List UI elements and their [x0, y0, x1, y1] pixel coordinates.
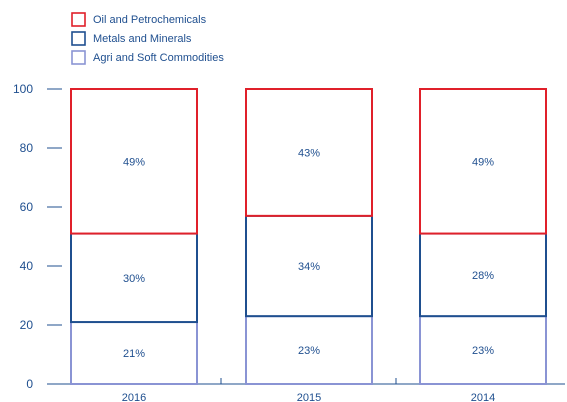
data-label-agri-and-soft-commodities-2015: 23%: [298, 345, 320, 357]
legend: Oil and Petrochemicals Metals and Mineral…: [71, 12, 224, 65]
data-label-metals-and-minerals-2014: 28%: [472, 270, 494, 282]
bar-segment-oil-and-petrochemicals-2016: [70, 88, 198, 235]
y-tick-label-100: 100: [13, 82, 33, 96]
legend-label-agri-and-soft-commodities: Agri and Soft Commodities: [93, 52, 224, 64]
legend-label-metals-and-minerals: Metals and Minerals: [93, 33, 192, 45]
bar-segment-oil-and-petrochemicals-2014: [419, 88, 547, 235]
y-tick-label-20: 20: [20, 318, 34, 332]
bar-segment-agri-and-soft-commodities-2015: [245, 315, 373, 385]
legend-label-oil-and-petrochemicals: Oil and Petrochemicals: [93, 14, 207, 26]
data-label-agri-and-soft-commodities-2014: 23%: [472, 345, 494, 357]
data-label-oil-and-petrochemicals-2016: 49%: [123, 156, 145, 168]
x-category-label-2015: 2015: [297, 392, 321, 402]
legend-item-oil-and-petrochemicals: Oil and Petrochemicals: [71, 12, 207, 27]
y-tick-label-40: 40: [20, 259, 34, 273]
y-tick-label-60: 60: [20, 200, 34, 214]
bar-segment-metals-and-minerals-2016: [70, 232, 198, 324]
legend-item-agri-and-soft-commodities: Agri and Soft Commodities: [71, 50, 224, 65]
bar-stack-2015: 23% 34% 43%: [245, 88, 373, 385]
data-label-oil-and-petrochemicals-2014: 49%: [472, 156, 494, 168]
bar-segment-agri-and-soft-commodities-2016: [70, 321, 198, 385]
legend-swatch-agri-and-soft-commodities: [71, 50, 86, 65]
bar-segment-oil-and-petrochemicals-2015: [245, 88, 373, 217]
data-label-metals-and-minerals-2015: 34%: [298, 261, 320, 273]
bar-stack-2014: 23% 28% 49%: [419, 88, 547, 385]
data-label-agri-and-soft-commodities-2016: 21%: [123, 348, 145, 360]
legend-swatch-oil-and-petrochemicals: [71, 12, 86, 27]
y-tick-label-0: 0: [26, 377, 33, 391]
bar-segment-metals-and-minerals-2015: [245, 214, 373, 318]
x-category-label-2016: 2016: [122, 392, 146, 402]
data-label-metals-and-minerals-2016: 30%: [123, 273, 145, 285]
data-label-oil-and-petrochemicals-2015: 43%: [298, 147, 320, 159]
x-category-label-2014: 2014: [471, 392, 495, 402]
legend-swatch-metals-and-minerals: [71, 31, 86, 46]
bar-stack-2016: 21% 30% 49%: [70, 88, 198, 385]
bar-segment-agri-and-soft-commodities-2014: [419, 315, 547, 385]
bars: 21% 30% 49% 23% 34% 43% 23% 28% 49%: [70, 88, 547, 385]
bar-segment-metals-and-minerals-2014: [419, 232, 547, 318]
legend-item-metals-and-minerals: Metals and Minerals: [71, 31, 192, 46]
y-tick-label-80: 80: [20, 141, 34, 155]
